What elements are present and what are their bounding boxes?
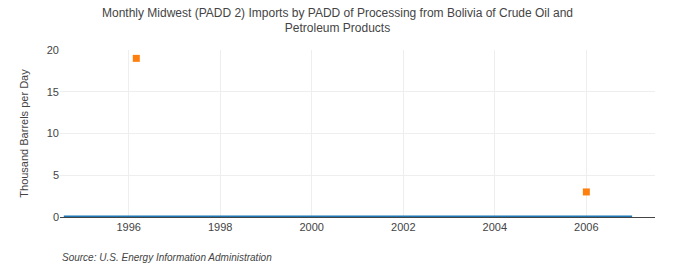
svg-text:Thousand Barrels per Day: Thousand Barrels per Day xyxy=(18,69,30,198)
svg-text:Monthly Midwest (PADD 2) Impor: Monthly Midwest (PADD 2) Imports by PADD… xyxy=(102,6,573,36)
svg-text:2000: 2000 xyxy=(299,221,323,233)
svg-text:10: 10 xyxy=(47,127,59,139)
svg-text:20: 20 xyxy=(47,44,59,56)
svg-text:15: 15 xyxy=(47,86,59,98)
svg-text:2002: 2002 xyxy=(391,221,415,233)
svg-text:0: 0 xyxy=(53,211,59,223)
svg-text:1996: 1996 xyxy=(116,221,140,233)
svg-text:2006: 2006 xyxy=(574,221,598,233)
svg-text:5: 5 xyxy=(53,169,59,181)
svg-text:1998: 1998 xyxy=(208,221,232,233)
svg-text:2004: 2004 xyxy=(483,221,507,233)
svg-text:Source: U.S. Energy Informatio: Source: U.S. Energy Information Administ… xyxy=(62,252,272,263)
